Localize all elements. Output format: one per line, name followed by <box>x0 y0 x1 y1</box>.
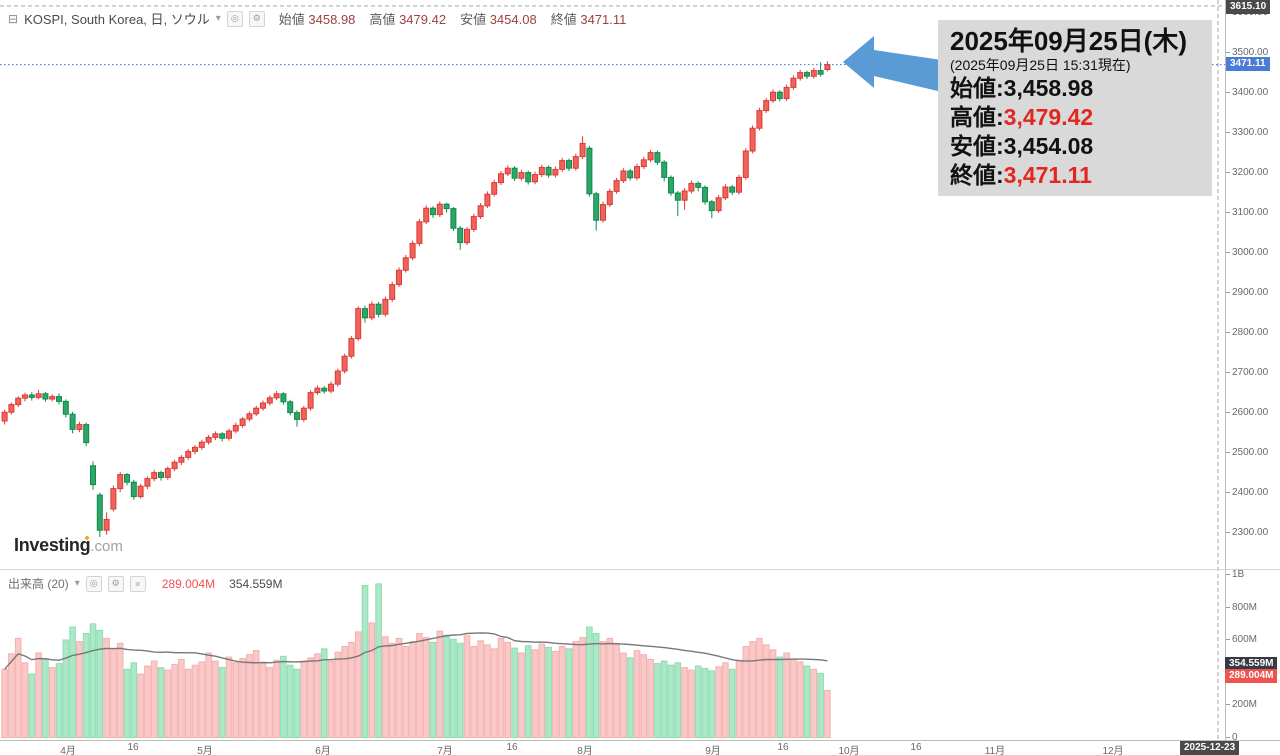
volume-ma-value: 354.559M <box>229 576 283 591</box>
logo-tld: .com <box>90 538 123 555</box>
price-tick-label: 3200.00 <box>1225 167 1269 178</box>
callout-high-row: 高値:3,479.42 <box>950 104 1094 130</box>
time-tick-label: 10月 <box>838 746 860 755</box>
volume-ma-badge: 354.559M <box>1225 657 1278 671</box>
volume-tick-label: 600M <box>1225 634 1258 645</box>
collapse-pane-icon[interactable]: ⊟ <box>8 11 19 26</box>
logo-text: Investing <box>14 535 91 555</box>
price-tick-label: 2700.00 <box>1225 367 1269 378</box>
pane-divider[interactable] <box>0 569 1280 570</box>
open-label: 始値 <box>278 12 305 27</box>
high-label: 高値 <box>369 12 396 27</box>
volume-value-badge: 289.004M <box>1225 669 1278 683</box>
ohlc-low: 安値 3454.08 <box>460 9 537 28</box>
volume-tick-label: 800M <box>1225 602 1258 613</box>
price-tick-label: 2400.00 <box>1225 487 1269 498</box>
price-axis-border <box>1225 0 1226 755</box>
low-label: 安値 <box>460 12 487 27</box>
price-tick-label: 3500.00 <box>1225 47 1269 58</box>
close-label: 終値 <box>550 12 577 27</box>
time-tick-label: 12月 <box>1102 746 1124 755</box>
volume-indicator-title[interactable]: 出来高 (20) <box>8 577 69 591</box>
time-tick-label: 6月 <box>315 746 331 755</box>
price-tick-label: 3300.00 <box>1225 127 1269 138</box>
symbol-legend: ⊟ KOSPI, South Korea, 日, ソウル ▾ ◎ ⚙ 始値 34… <box>8 9 626 28</box>
time-axis-border <box>0 740 1280 741</box>
close-icon[interactable]: × <box>129 575 146 592</box>
ohlc-open: 始値 3458.98 <box>279 9 356 28</box>
crosshair-price-badge: 3615.10 <box>1226 0 1271 14</box>
last-price-badge: 3471.11 <box>1226 57 1270 71</box>
logo-orange-dot <box>85 536 89 540</box>
time-tick-label: 8月 <box>577 746 593 755</box>
time-tick-label: 16 <box>777 742 789 753</box>
time-tick-label: 9月 <box>705 746 721 755</box>
callout-open-row: 始値:3,458.98 <box>950 75 1094 101</box>
price-tick-label: 2900.00 <box>1225 287 1269 298</box>
chevron-down-icon[interactable]: ▾ <box>74 578 80 589</box>
chevron-down-icon[interactable]: ▾ <box>215 13 221 24</box>
callout-close-row: 終値:3,471.11 <box>950 162 1092 188</box>
time-tick-label: 11月 <box>984 746 1006 755</box>
chart-canvas[interactable] <box>0 0 1225 740</box>
time-tick-label: 7月 <box>437 746 453 755</box>
volume-tick-label: 1B <box>1225 569 1245 580</box>
price-tick-label: 3400.00 <box>1225 87 1269 98</box>
callout-low-row: 安値:3,454.08 <box>950 133 1094 159</box>
callout-timestamp: (2025年09月25日 15:31現在) <box>950 57 1131 73</box>
volume-legend: 出来高 (20) ▾ ◎ ⚙ × 289.004M 354.559M <box>8 575 282 592</box>
callout-date-title: 2025年09月25日(木) <box>950 26 1187 56</box>
volume-tick-label: 200M <box>1225 699 1258 710</box>
low-value: 3454.08 <box>489 12 537 27</box>
time-axis[interactable]: 2025-12-23 4月 16 5月 6月 7月 16 8月 9月 16 10月 16 11月 12月 <box>0 740 1280 755</box>
crosshair-date-badge: 2025-12-23 <box>1180 741 1240 755</box>
time-tick-label: 16 <box>910 742 922 753</box>
symbol-title[interactable]: KOSPI, South Korea, 日, ソウル <box>24 12 210 27</box>
time-tick-label: 4月 <box>60 746 76 755</box>
price-tick-label: 3100.00 <box>1225 207 1269 218</box>
price-tick-label: 2600.00 <box>1225 407 1269 418</box>
gear-icon[interactable]: ⚙ <box>248 10 265 27</box>
close-value: 3471.11 <box>580 12 627 27</box>
open-value: 3458.98 <box>308 12 356 27</box>
price-tick-label: 2300.00 <box>1225 527 1269 538</box>
time-tick-label: 16 <box>506 742 518 753</box>
price-tick-label: 2800.00 <box>1225 327 1269 338</box>
eye-icon[interactable]: ◎ <box>226 10 243 27</box>
time-tick-label: 16 <box>127 742 139 753</box>
price-tick-label: 2500.00 <box>1225 447 1269 458</box>
gear-icon[interactable]: ⚙ <box>107 575 124 592</box>
volume-current-value: 289.004M <box>161 576 216 591</box>
eye-icon[interactable]: ◎ <box>85 575 102 592</box>
ohlc-callout: 2025年09月25日(木) (2025年09月25日 15:31現在) 始値:… <box>938 20 1212 196</box>
time-tick-label: 5月 <box>197 746 213 755</box>
price-tick-label: 3000.00 <box>1225 247 1269 258</box>
investing-logo: Investing.com <box>14 535 123 556</box>
ohlc-high: 高値 3479.42 <box>369 9 446 28</box>
price-axis[interactable]: 3615.10 3471.11 354.559M 289.004M 3600.0… <box>1225 0 1280 743</box>
volume-tick-label: 0 <box>1226 732 1238 743</box>
high-value: 3479.42 <box>399 12 447 27</box>
ohlc-close: 終値 3471.11 <box>551 9 627 28</box>
